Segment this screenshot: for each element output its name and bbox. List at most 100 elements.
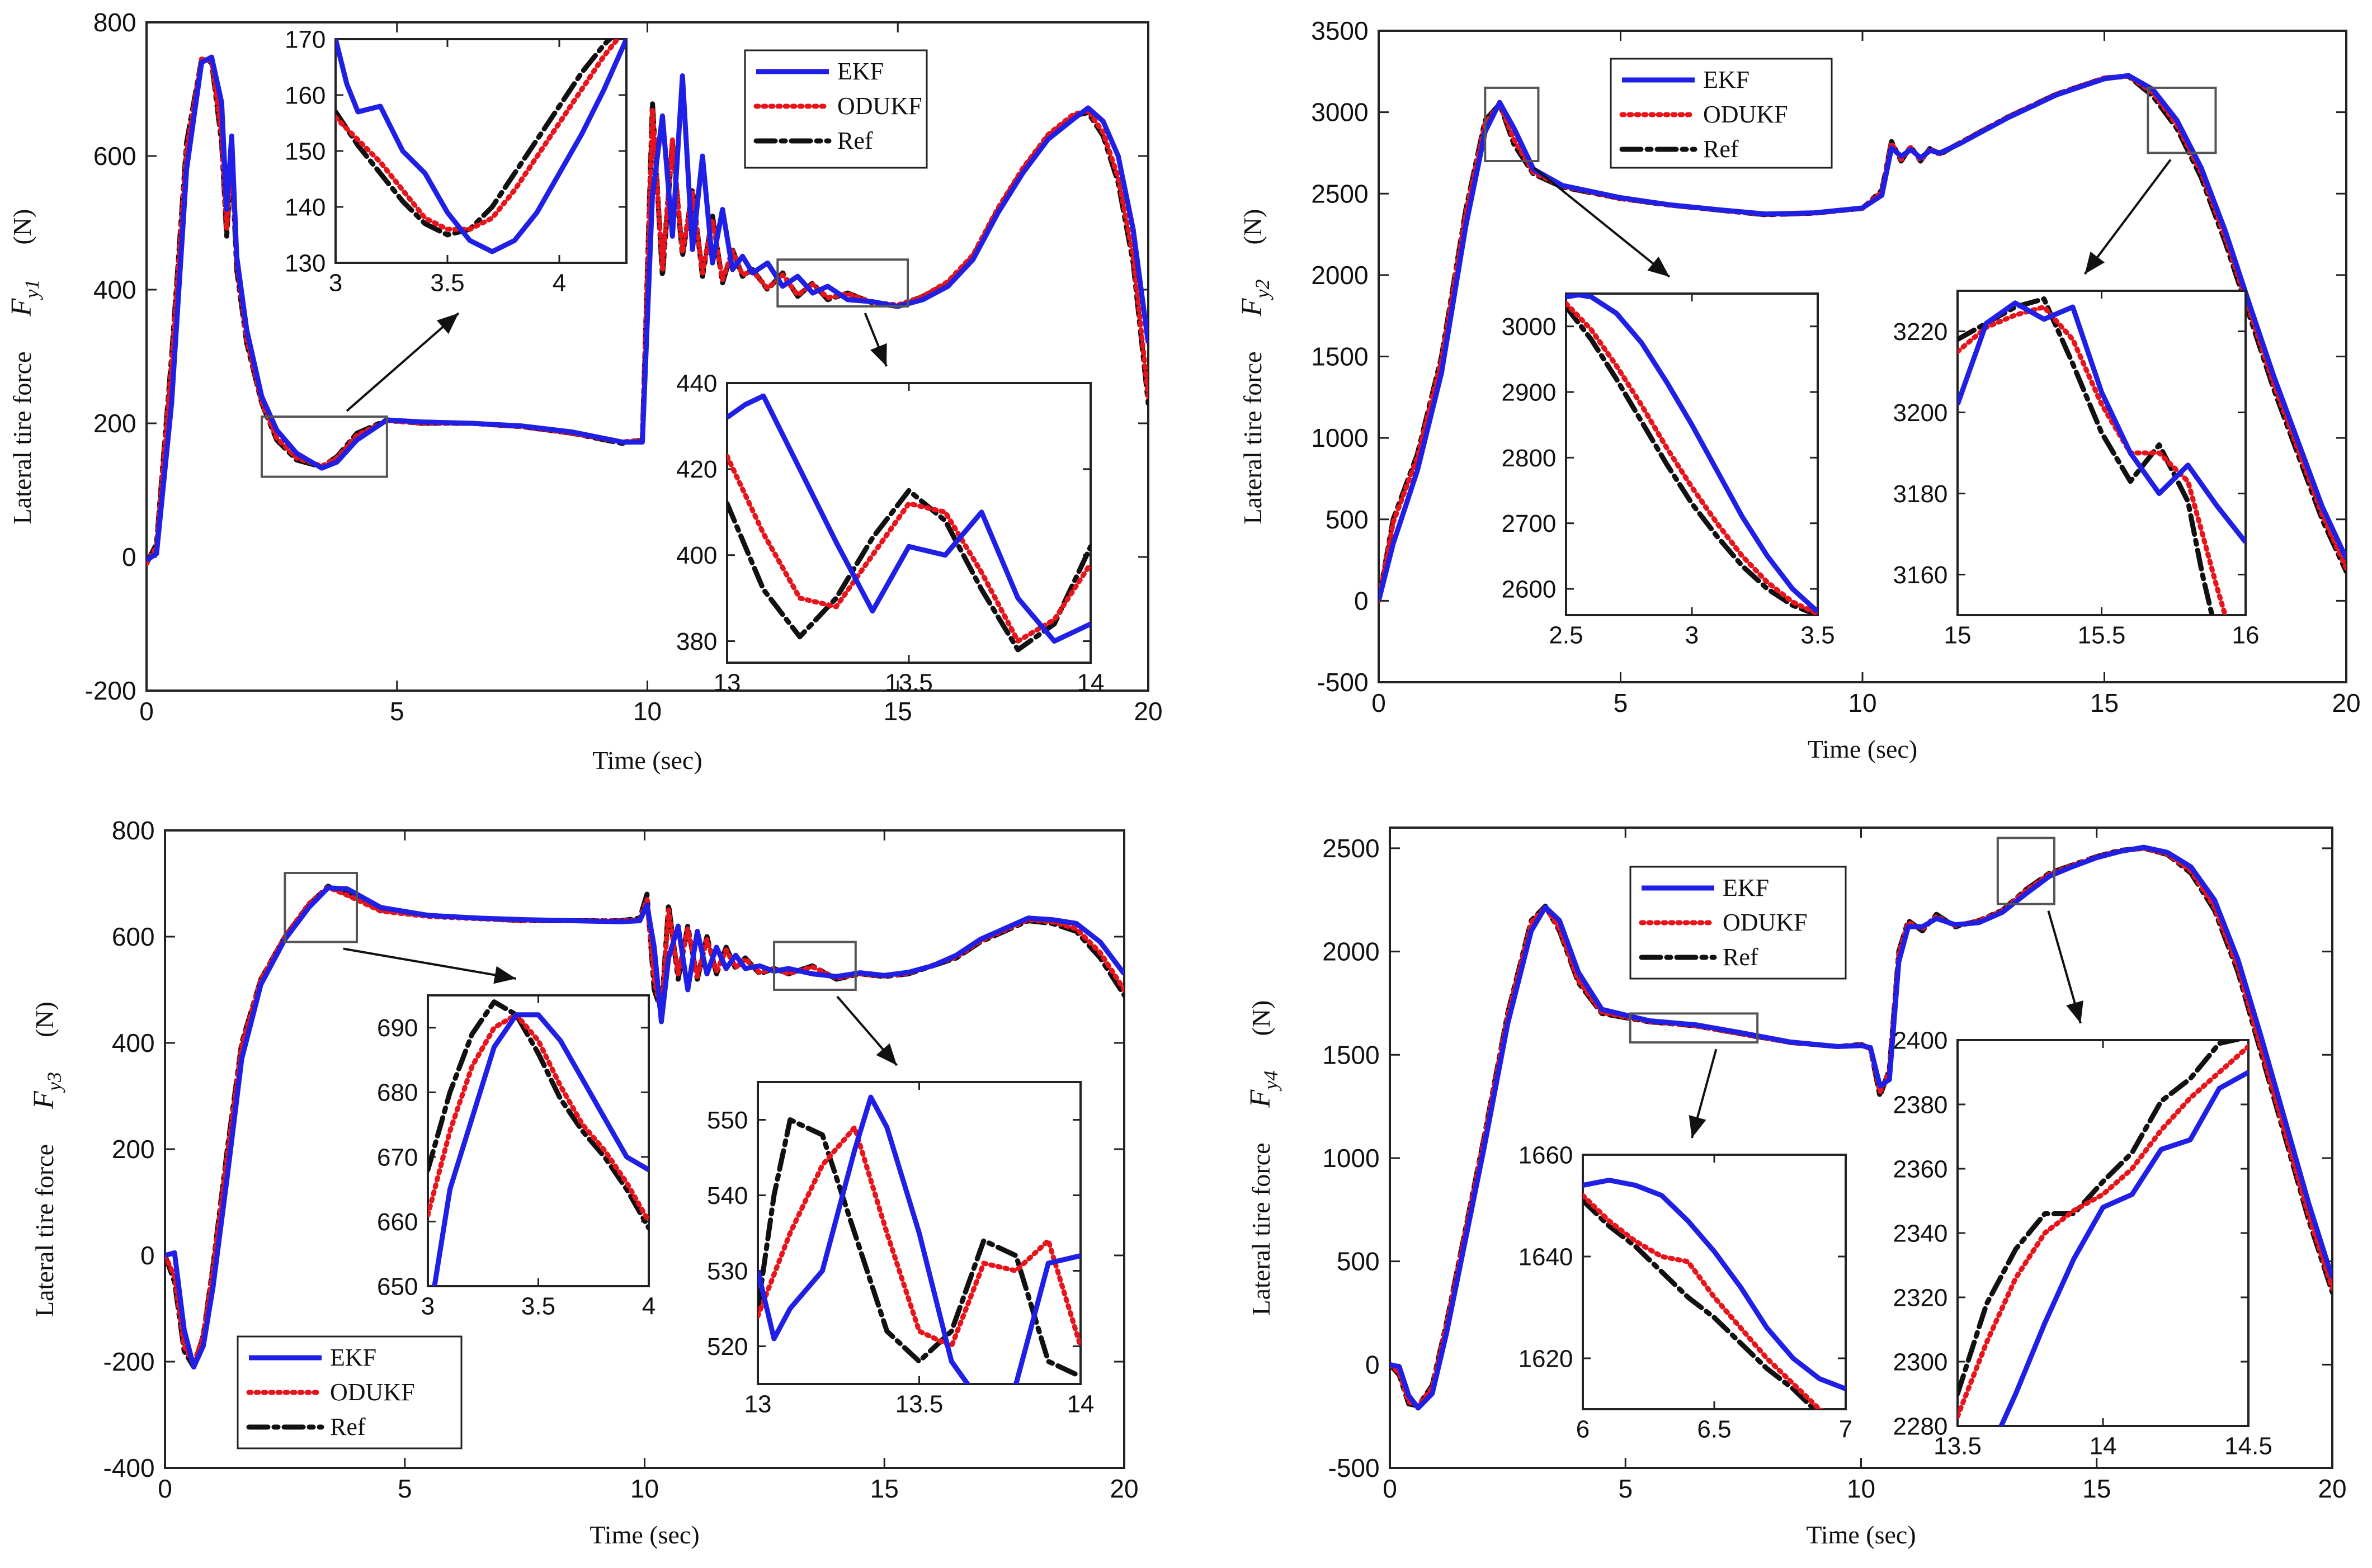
legend: EKF ODUKF Ref: [237, 1335, 463, 1449]
inset-series-odukf: [336, 39, 621, 232]
inset-frame: [1956, 1039, 2250, 1427]
ylabel-symbol: F: [1244, 1089, 1276, 1108]
zoom-region-box: [1996, 837, 2055, 905]
zoom-region-box: [1629, 1012, 1759, 1044]
inset-series-ekf: [1958, 300, 2246, 544]
inset-ytick-label: 2380: [1893, 1091, 1948, 1118]
inset-series-ekf: [1566, 294, 1818, 614]
main-ytick-label: 3500: [1311, 16, 1368, 45]
ylabel-symbol: F: [28, 1090, 60, 1109]
inset-xtick-label: 3: [329, 270, 342, 297]
main-ytick-label: 800: [112, 816, 155, 845]
inset-series-ekf: [432, 1012, 649, 1286]
main-xtick-label: 0: [1383, 1474, 1397, 1503]
ylabel-unit: (N): [1247, 1000, 1275, 1036]
zoom-arrow-head: [876, 1043, 897, 1065]
ylabel-prefix: Lateral tire force: [8, 352, 36, 525]
inset-axes: 2.5 3 3.5 2600 2700 2800 2900 3000: [1502, 292, 1835, 649]
main-xtick-label: 10: [1847, 1474, 1875, 1503]
inset-xtick-label: 13.5: [1934, 1433, 1982, 1460]
inset-xtick-label: 3.5: [430, 270, 464, 297]
main-ytick-label: 500: [1326, 505, 1369, 534]
main-xtick-label: 10: [630, 1474, 659, 1503]
main-ytick-label: -500: [1317, 668, 1369, 697]
main-xtick-label: 20: [1110, 1474, 1138, 1503]
main-series-ekf: [165, 885, 1124, 1369]
main-ytick-label: 2000: [1311, 261, 1368, 290]
xlabel-fy4: Time (sec): [1806, 1520, 1916, 1549]
legend-label-ref: Ref: [1723, 943, 1758, 971]
inset-ytick-label: 550: [707, 1107, 748, 1134]
zoom-arrow-head: [1689, 1115, 1706, 1138]
inset-axes: 13 13.5 14 380 400 420 440: [676, 370, 1104, 696]
main-ytick-label: 2500: [1311, 179, 1368, 208]
ylabel-fy1: Lateral tire force F y1 (N): [6, 209, 43, 525]
inset-series-ekf: [1583, 1178, 1846, 1391]
inset-xtick-label: 14: [2090, 1433, 2117, 1460]
inset-series-ekf: [727, 393, 1091, 644]
zoom-arrow: [1533, 167, 1671, 278]
inset-xtick-label: 4: [642, 1293, 656, 1320]
inset-ytick-label: 2340: [1893, 1220, 1948, 1247]
main-xtick-label: 0: [139, 697, 154, 726]
main-xtick-label: 0: [158, 1474, 172, 1503]
inset-xtick-label: 6.5: [1697, 1416, 1731, 1443]
inset-series-ref: [1958, 1040, 2246, 1396]
legend-label-ref: Ref: [1703, 135, 1739, 163]
inset-ytick-label: 1620: [1519, 1345, 1573, 1372]
main-xtick-label: 5: [398, 1474, 412, 1503]
main-ytick-label: 0: [1365, 1350, 1380, 1379]
inset-axes: 3 3.5 4 650 660 670 680 690: [377, 994, 656, 1320]
main-ytick-label: 0: [140, 1241, 155, 1270]
legend-label-odukf: ODUKF: [1703, 101, 1788, 128]
main-ytick-label: 200: [112, 1135, 155, 1164]
inset-ytick-label: 650: [377, 1273, 418, 1300]
main-xtick-label: 20: [1134, 697, 1162, 726]
inset-series-ref: [758, 1117, 1081, 1379]
inset-ytick-label: 3200: [1893, 399, 1948, 427]
zoom-region-box: [284, 872, 358, 943]
main-ytick-label: 3000: [1311, 98, 1368, 127]
ylabel-subscript: y1: [21, 280, 43, 300]
inset-series-odukf: [1566, 301, 1818, 615]
main-ytick-label: 600: [112, 922, 155, 951]
inset-series-ekf: [336, 39, 626, 254]
ylabel-unit: (N): [1238, 209, 1267, 245]
inset-ytick-label: 530: [707, 1258, 748, 1285]
zoom-arrow-head: [493, 966, 516, 984]
main-series-ekf: [147, 54, 1148, 563]
legend-label-ref: Ref: [837, 127, 873, 154]
inset-ytick-label: 1660: [1519, 1141, 1573, 1169]
ylabel-prefix: Lateral tire force: [1238, 352, 1267, 525]
inset-ytick-label: 1640: [1519, 1243, 1573, 1271]
legend-label-odukf: ODUKF: [837, 92, 922, 120]
inset-ytick-label: 130: [285, 249, 326, 277]
main-ytick-label: 0: [122, 542, 136, 572]
inset-ytick-label: 2900: [1502, 379, 1557, 406]
inset-xtick-label: 13.5: [885, 669, 933, 697]
main-ytick-label: -200: [85, 676, 136, 705]
main-xtick-label: 10: [1848, 688, 1876, 717]
inset-xtick-label: 14: [1077, 669, 1105, 697]
main-xtick-label: 15: [884, 697, 912, 726]
inset-axes: 15 15.5 16 3160 3180 3200 3220: [1893, 290, 2260, 649]
inset-axes: 3 3.5 4 130 140 150 160 170: [285, 26, 628, 297]
inset-xtick-label: 15.5: [2078, 622, 2126, 649]
inset-ytick-label: 680: [377, 1079, 418, 1107]
inset-series-odukf: [727, 454, 1091, 644]
main-series-ekf: [1379, 73, 2346, 602]
panel-fy3: 0 5 10 15 20 -400 -200 0 200 400 600 800 3 3.5 4 650 660…: [28, 816, 1139, 1549]
zoom-region-box: [2147, 86, 2217, 154]
inset-ytick-label: 3000: [1502, 313, 1557, 341]
legend-label-ref: Ref: [330, 1413, 366, 1441]
inset-ytick-label: 140: [285, 193, 326, 221]
inset-ytick-label: 670: [377, 1144, 418, 1171]
main-xtick-label: 15: [2090, 688, 2119, 717]
inset-ytick-label: 3180: [1893, 480, 1948, 508]
inset-xtick-label: 7: [1839, 1416, 1852, 1443]
ylabel-unit: (N): [30, 1002, 59, 1037]
inset-xtick-label: 16: [2232, 622, 2260, 649]
